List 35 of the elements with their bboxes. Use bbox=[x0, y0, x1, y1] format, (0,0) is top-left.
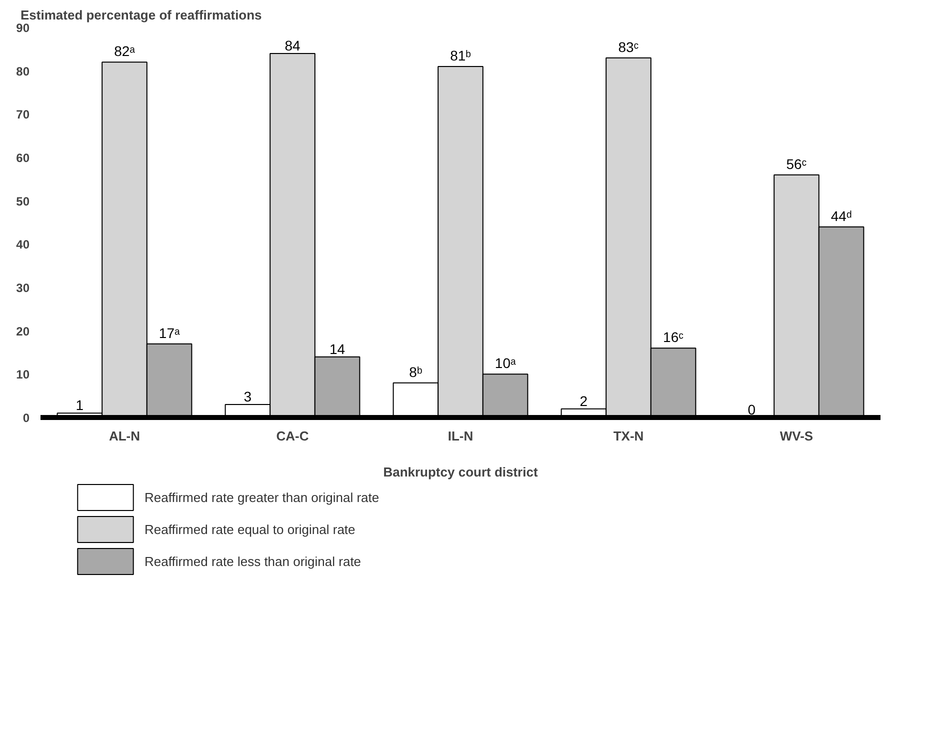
y-tick-label: 50 bbox=[16, 194, 30, 208]
x-tick-label: TX-N bbox=[613, 428, 644, 444]
x-tick-label: WV-S bbox=[780, 428, 814, 444]
y-tick-label: 0 bbox=[22, 411, 30, 425]
y-tick-label: 30 bbox=[16, 281, 30, 295]
legend-label: Reaffirmed rate greater than original rate bbox=[144, 490, 380, 505]
data-label: 16ᶜ bbox=[663, 329, 684, 346]
data-label: 81ᵇ bbox=[450, 48, 471, 64]
data-label: 82ᵃ bbox=[114, 43, 136, 60]
data-label: 83ᶜ bbox=[618, 38, 639, 55]
y-tick-label: 20 bbox=[16, 324, 30, 338]
y-tick-label: 10 bbox=[16, 368, 30, 382]
data-label: 17ᵃ bbox=[158, 324, 180, 341]
data-label: 84 bbox=[284, 38, 300, 54]
x-tick-label: AL-N bbox=[108, 428, 140, 444]
y-tick-label: 90 bbox=[16, 21, 30, 35]
x-axis-title: Bankruptcy court district bbox=[383, 464, 538, 480]
data-label: 56ᶜ bbox=[786, 156, 807, 172]
data-label: 8ᵇ bbox=[409, 364, 422, 380]
y-tick-label: 70 bbox=[16, 108, 30, 122]
y-tick-label: 80 bbox=[16, 64, 30, 78]
y-tick-label: 40 bbox=[16, 238, 30, 252]
data-label: 10ᵃ bbox=[494, 355, 516, 372]
data-label: 1 bbox=[76, 397, 84, 414]
legend-label: Reaffirmed rate equal to original rate bbox=[144, 522, 356, 537]
legend-label: Reaffirmed rate less than original rate bbox=[144, 554, 362, 569]
y-tick-label: 60 bbox=[16, 151, 30, 165]
x-tick-label: IL-N bbox=[448, 428, 474, 444]
x-tick-label: CA-C bbox=[276, 428, 310, 444]
data-label: 3 bbox=[244, 388, 252, 404]
data-label: 2 bbox=[580, 392, 588, 409]
data-label: 14 bbox=[330, 340, 346, 357]
y-axis-title: Estimated percentage of reaffirmations bbox=[20, 8, 262, 22]
data-label: 44ᵈ bbox=[830, 208, 852, 224]
data-label: 0 bbox=[748, 402, 756, 418]
